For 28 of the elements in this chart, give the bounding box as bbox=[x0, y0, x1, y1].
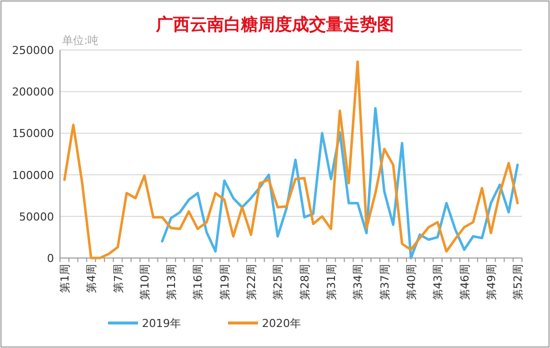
x-tick-label: 第31周 bbox=[324, 264, 338, 300]
legend-label: 2019年 bbox=[142, 317, 181, 330]
y-tick-label: 200000 bbox=[12, 86, 54, 99]
x-tick-label: 第28周 bbox=[298, 264, 312, 300]
x-tick-label: 第10周 bbox=[138, 264, 152, 300]
x-tick-label: 第7周 bbox=[112, 264, 125, 293]
x-tick-label: 第40周 bbox=[404, 264, 418, 300]
legend-label: 2020年 bbox=[262, 317, 301, 330]
y-tick-label: 0 bbox=[47, 252, 54, 265]
y-tick-label: 100000 bbox=[12, 168, 54, 182]
x-tick-label: 第13周 bbox=[165, 264, 178, 300]
chart-title: 广西云南白糖周度成交量走势图 bbox=[155, 15, 394, 35]
x-tick-label: 第25周 bbox=[272, 264, 285, 300]
text: 单位:吨 bbox=[62, 34, 99, 47]
x-tick-label: 第46周 bbox=[458, 264, 472, 300]
y-tick-label: 250000 bbox=[12, 44, 54, 57]
x-tick-label: 第49周 bbox=[484, 264, 498, 300]
x-tick-label: 第43周 bbox=[432, 264, 445, 300]
y-tick-label: 50000 bbox=[19, 210, 54, 224]
x-tick-label: 第52周 bbox=[512, 264, 525, 300]
x-tick-label: 第22周 bbox=[245, 264, 258, 300]
x-tick-label: 第37周 bbox=[378, 264, 392, 300]
x-tick-label: 第16周 bbox=[192, 264, 205, 300]
x-tick-label: 第4周 bbox=[85, 264, 98, 293]
x-tick-label: 第1周 bbox=[58, 264, 72, 293]
x-tick-label: 第19周 bbox=[218, 264, 232, 300]
x-tick-label: 第34周 bbox=[352, 264, 365, 300]
y-tick-label: 150000 bbox=[12, 127, 54, 140]
